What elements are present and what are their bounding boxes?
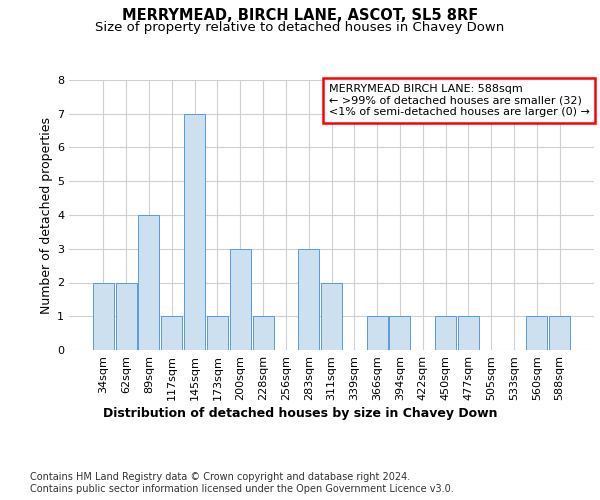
Bar — [321, 282, 342, 350]
Text: MERRYMEAD, BIRCH LANE, ASCOT, SL5 8RF: MERRYMEAD, BIRCH LANE, ASCOT, SL5 8RF — [122, 8, 478, 22]
Bar — [298, 248, 319, 350]
Bar — [549, 316, 570, 350]
Bar — [184, 114, 205, 350]
Text: Contains public sector information licensed under the Open Government Licence v3: Contains public sector information licen… — [30, 484, 454, 494]
Bar — [435, 316, 456, 350]
Bar — [207, 316, 228, 350]
Bar — [526, 316, 547, 350]
Bar — [116, 282, 137, 350]
Bar — [389, 316, 410, 350]
Y-axis label: Number of detached properties: Number of detached properties — [40, 116, 53, 314]
Text: Contains HM Land Registry data © Crown copyright and database right 2024.: Contains HM Land Registry data © Crown c… — [30, 472, 410, 482]
Bar — [458, 316, 479, 350]
Bar — [230, 248, 251, 350]
Bar — [253, 316, 274, 350]
Bar — [139, 215, 160, 350]
Text: Size of property relative to detached houses in Chavey Down: Size of property relative to detached ho… — [95, 21, 505, 34]
Bar — [161, 316, 182, 350]
Bar — [93, 282, 114, 350]
Text: Distribution of detached houses by size in Chavey Down: Distribution of detached houses by size … — [103, 408, 497, 420]
Bar — [367, 316, 388, 350]
Text: MERRYMEAD BIRCH LANE: 588sqm
← >99% of detached houses are smaller (32)
<1% of s: MERRYMEAD BIRCH LANE: 588sqm ← >99% of d… — [329, 84, 590, 117]
